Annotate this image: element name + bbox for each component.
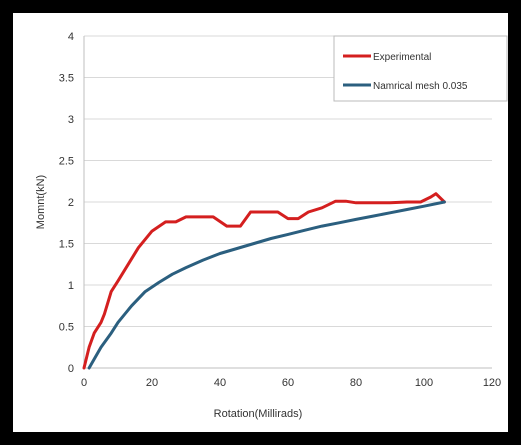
x-tick-label: 120 (483, 377, 501, 389)
y-axis-title: Momnt(kN) (35, 175, 47, 229)
y-tick-label: 1 (68, 280, 74, 292)
y-tick-label: 3.5 (59, 73, 74, 85)
y-tick-label: 0 (68, 363, 74, 375)
y-tick-label: 0.5 (59, 322, 74, 334)
x-tick-label: 20 (146, 377, 158, 389)
y-axis: 0 0.5 1 1.5 2 2.5 3 3.5 4 (59, 31, 85, 375)
y-tick-label: 3 (68, 114, 74, 126)
series-line-namrical-mesh (87, 200, 446, 370)
x-tick-label: 80 (350, 377, 362, 389)
x-axis: 0 20 40 60 80 100 120 (81, 367, 501, 389)
legend: Experimental Namrical mesh 0.035 (333, 35, 508, 102)
y-tick-label: 4 (68, 31, 74, 43)
series-lines (82, 192, 446, 370)
x-tick-label: 40 (214, 377, 226, 389)
legend-box (333, 35, 508, 102)
x-tick-label: 0 (81, 377, 87, 389)
y-tick-label: 1.5 (59, 239, 74, 251)
y-tick-label: 2 (68, 197, 74, 209)
legend-label-namrical-mesh: Namrical mesh 0.035 (373, 81, 468, 92)
x-tick-label: 60 (282, 377, 294, 389)
x-tick-label: 100 (415, 377, 433, 389)
y-tick-label: 2.5 (59, 156, 74, 168)
series-line-experimental (82, 192, 446, 370)
legend-label-experimental: Experimental (373, 52, 431, 63)
x-axis-title: Rotation(Millirads) (214, 408, 303, 420)
